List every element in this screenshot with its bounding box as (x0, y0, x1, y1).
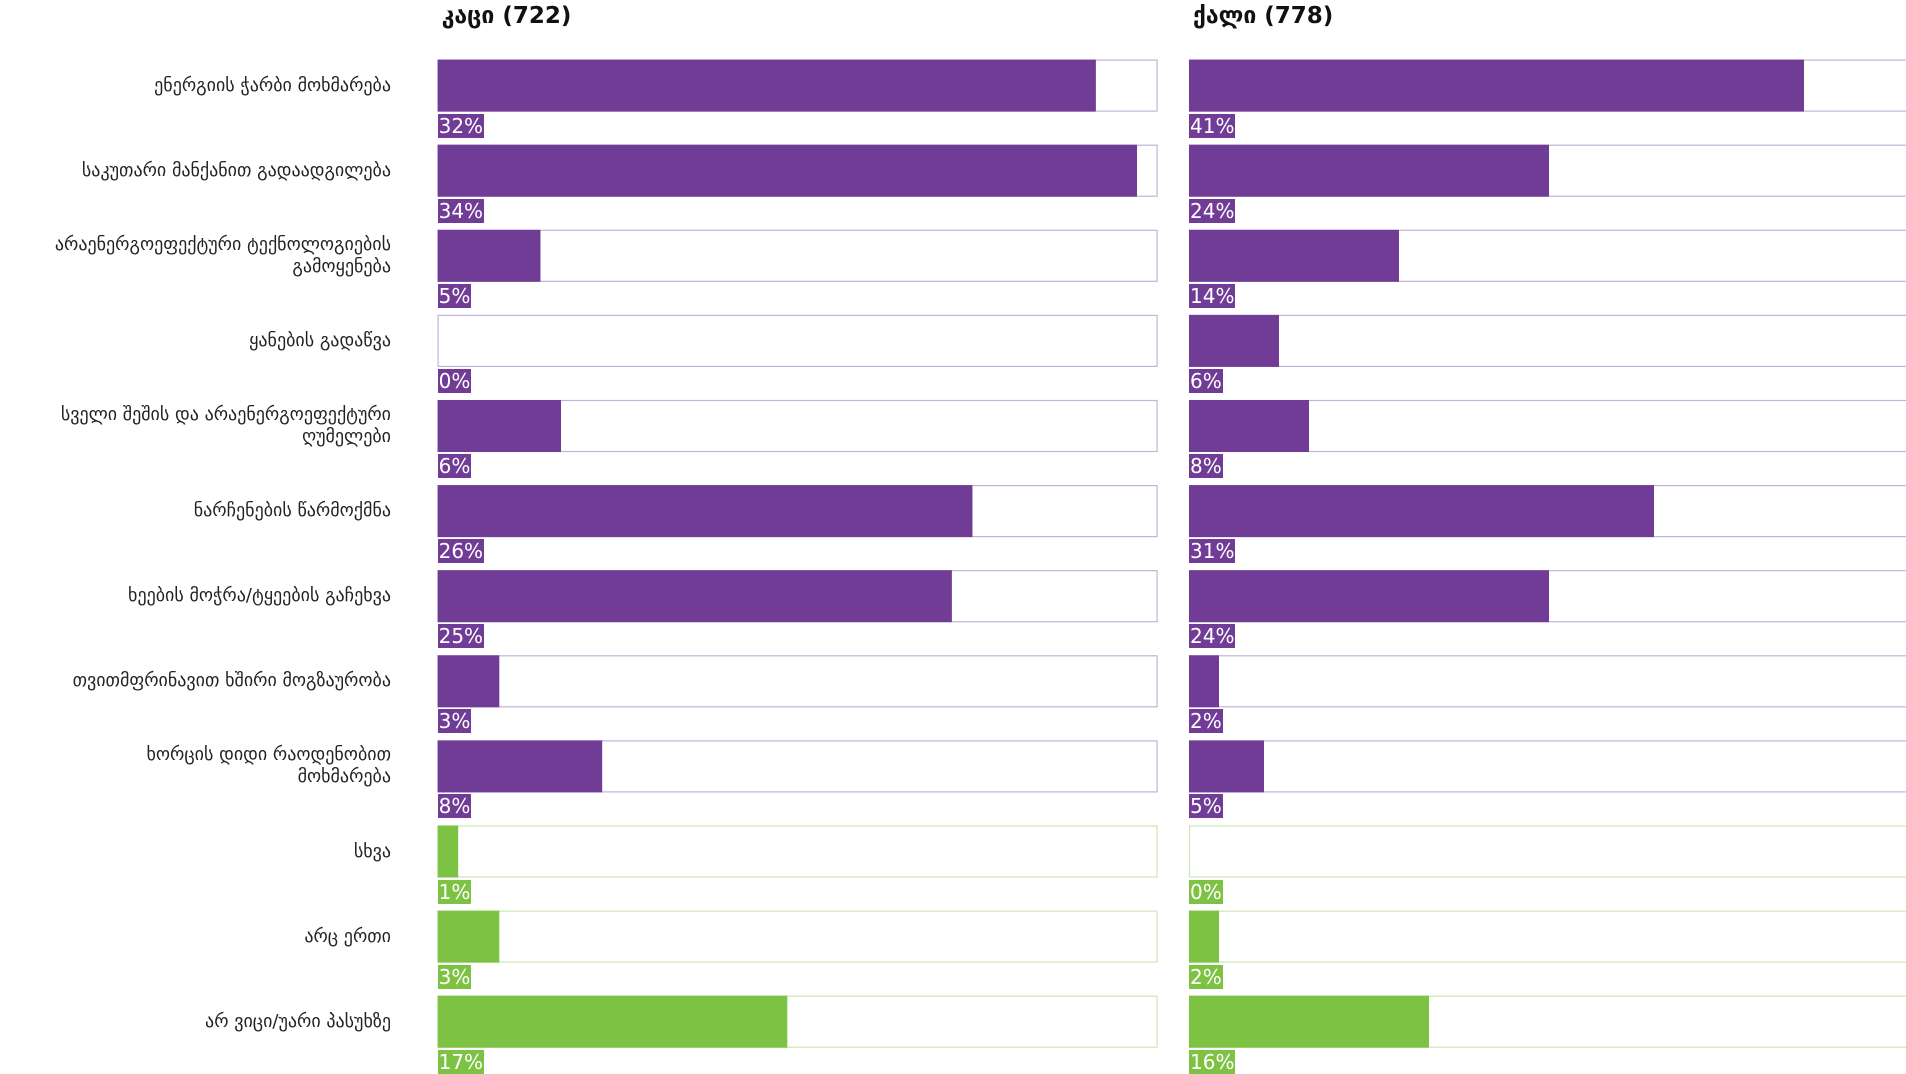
value-label: 34% (437, 198, 485, 223)
value-label: 0% (437, 368, 472, 393)
bar-frame (1188, 314, 1906, 367)
bar (437, 400, 562, 452)
bar (1189, 740, 1264, 793)
bar-frame (437, 314, 1158, 367)
category-label: სხვა (353, 840, 391, 862)
bar-frame (1188, 910, 1906, 963)
bar (1189, 229, 1399, 282)
bar-frame (1188, 655, 1906, 708)
bar-frame (437, 825, 1158, 878)
bar (437, 740, 603, 793)
bar (437, 655, 500, 708)
bar (437, 59, 1096, 112)
category-label: სველი შეშის და არაენერგოეფექტური ღუმელებ… (60, 404, 391, 447)
bar-frame (437, 910, 1158, 963)
value-label: 25% (437, 624, 485, 649)
bar (437, 910, 500, 963)
value-label: 3% (437, 964, 472, 989)
value-label: 0% (1189, 879, 1223, 904)
bar (1189, 485, 1654, 538)
category-label: ხეების მოჭრა/ტყეების გაჩეხვა (128, 585, 391, 607)
bar-frame (437, 229, 1158, 282)
value-label: 5% (1189, 794, 1223, 819)
value-label: 41% (1189, 113, 1236, 138)
value-label: 8% (1189, 454, 1223, 478)
panel-title: ქალი (778) (1193, 3, 1334, 29)
category-label: არ ვიცი/უარი პასუხზე (205, 1010, 391, 1032)
bar (1189, 314, 1279, 367)
value-label: 6% (437, 454, 472, 478)
category-label: არაენერგოეფექტური ტექნოლოგიების გამოყენე… (54, 233, 391, 277)
bar (1189, 400, 1309, 452)
value-label: 6% (1189, 368, 1223, 393)
value-label: 16% (1189, 1049, 1236, 1074)
value-label: 32% (437, 113, 485, 138)
category-label: ყანების გადაწვა (249, 329, 391, 351)
value-label: 2% (1189, 964, 1223, 989)
bar (437, 825, 459, 878)
category-label: არც ერთი (304, 925, 391, 947)
category-label: ხორცის დიდი რაოდენობით მოხმარება (146, 744, 392, 788)
value-label: 3% (437, 709, 472, 734)
value-label: 24% (1189, 198, 1236, 223)
value-label: 26% (437, 539, 485, 564)
value-label: 17% (437, 1049, 485, 1074)
value-label: 1% (437, 879, 472, 904)
bar (1189, 655, 1219, 708)
bar (1189, 570, 1549, 623)
bar-frame (437, 655, 1158, 708)
bar (437, 570, 952, 623)
category-label: ენერგიის ჭარბი მოხმარება (154, 74, 391, 96)
category-label: საკუთარი მანქანით გადაადგილება (81, 159, 391, 181)
bar-frame (1188, 740, 1906, 793)
value-label: 24% (1189, 624, 1236, 649)
bar (437, 485, 973, 538)
category-label: თვითმფრინავით ხშირი მოგზაურობა (72, 670, 391, 692)
bar (437, 144, 1138, 197)
bar (1189, 144, 1549, 197)
value-label: 2% (1189, 709, 1223, 734)
bar (1189, 995, 1429, 1048)
bar (1189, 910, 1219, 963)
value-label: 14% (1189, 283, 1236, 308)
value-label: 8% (437, 794, 472, 819)
bar (437, 229, 541, 282)
value-label: 31% (1189, 539, 1236, 564)
bar (437, 995, 788, 1048)
bar-frame (1188, 825, 1906, 878)
value-label: 5% (437, 283, 472, 308)
panel-title: კაცი (722) (441, 3, 572, 29)
category-label: ნარჩენების წარმოქმნა (193, 500, 391, 522)
bar (1189, 59, 1804, 112)
